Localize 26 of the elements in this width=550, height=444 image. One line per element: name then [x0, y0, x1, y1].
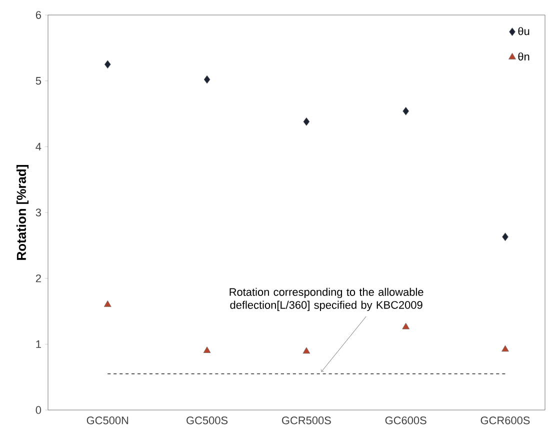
point [402, 106, 410, 116]
point [402, 322, 410, 330]
x-tick-label: GCR500S [282, 416, 331, 424]
point [104, 60, 111, 69]
point [502, 232, 508, 242]
ref-line-label: Rotation corresponding to the allowable deflection[L/360] specified by KBC2009 [230, 288, 424, 312]
point [302, 347, 310, 354]
point [203, 346, 211, 353]
point [502, 345, 509, 352]
x-tick-label: GC500N [86, 416, 128, 424]
y-axis-title: Rotation [%rad] [16, 165, 29, 260]
point [204, 75, 210, 84]
point [303, 117, 310, 126]
legend-label: θn [518, 52, 530, 60]
y-tick-label: 3 [36, 208, 42, 216]
y-tick-label: 2 [36, 274, 41, 282]
legend-label: θu [518, 27, 530, 36]
y-tick-label: 4 [36, 142, 42, 150]
y-tick-label: 1 [36, 340, 41, 348]
y-tick-label: 5 [36, 77, 42, 85]
x-tick-label: GC600S [385, 416, 426, 424]
x-tick-label: GCR600S [480, 416, 530, 424]
point [104, 300, 112, 307]
y-tick-label: 0 [36, 406, 42, 414]
y-tick-label: 6 [36, 11, 42, 19]
x-tick-label: GC500S [186, 416, 228, 424]
